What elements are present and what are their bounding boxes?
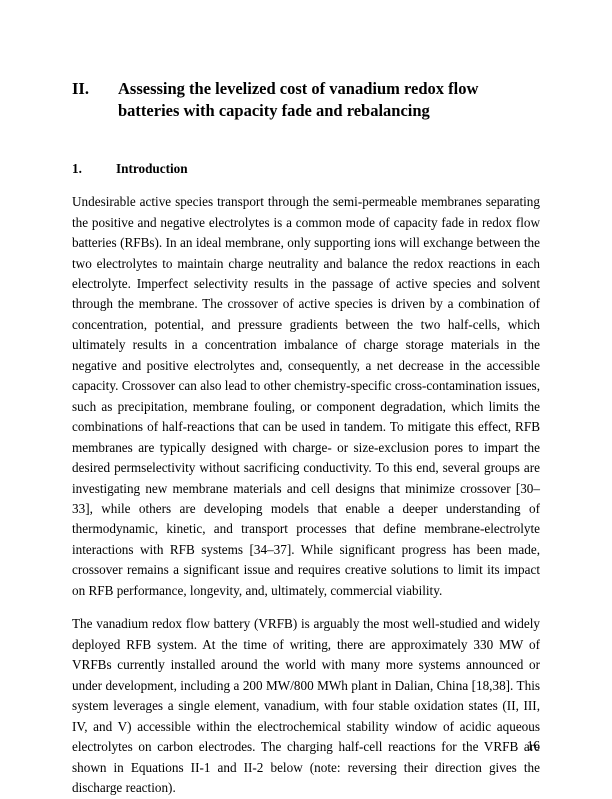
- chapter-title: II. Assessing the levelized cost of vana…: [72, 78, 540, 123]
- paragraph-1: Undesirable active species transport thr…: [72, 192, 540, 601]
- paragraph-2: The vanadium redox flow battery (VRFB) i…: [72, 614, 540, 798]
- section-number: 1.: [72, 159, 116, 179]
- chapter-title-text: Assessing the levelized cost of vanadium…: [118, 78, 540, 123]
- section-heading: 1. Introduction: [72, 159, 540, 179]
- chapter-numeral: II.: [72, 78, 118, 100]
- section-title: Introduction: [116, 159, 188, 179]
- page-number: 16: [527, 736, 540, 756]
